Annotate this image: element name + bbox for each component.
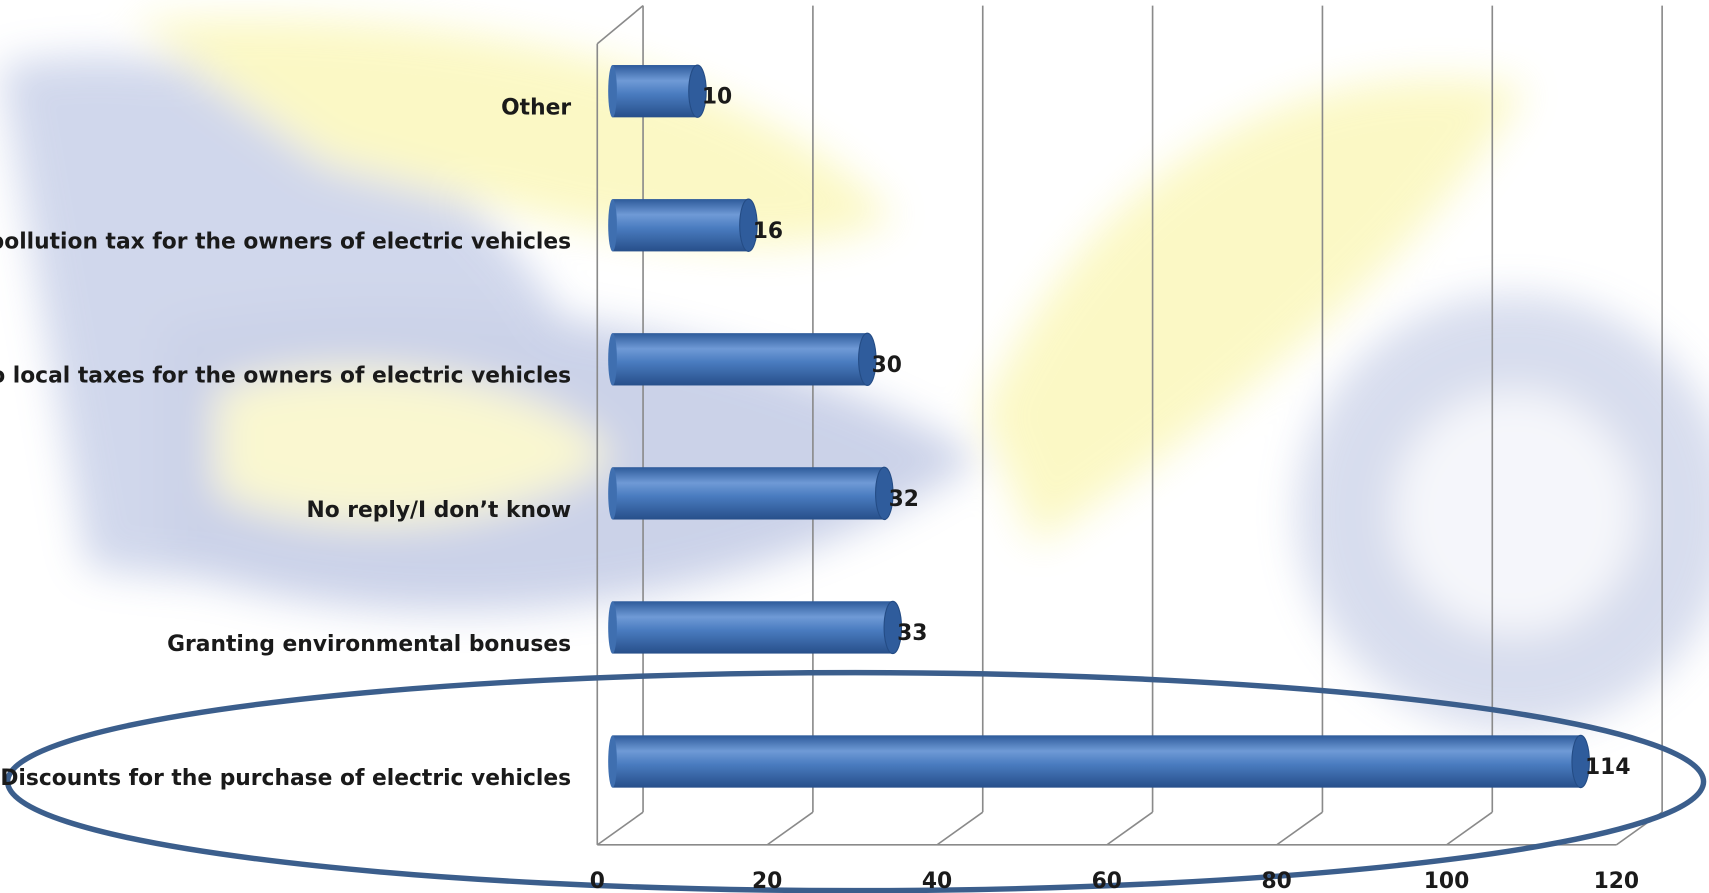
bar-start-cap [608,601,617,654]
bar-start-cap [608,467,617,520]
floor-line [1446,811,1493,846]
x-tick-label: 0 [590,869,605,893]
bar [612,333,868,386]
floor-line [766,811,814,846]
y-tick-label: No local taxes for the owners of electri… [0,364,571,389]
bar [612,735,1581,788]
bar-end-cap [883,600,903,655]
bar-end-cap [858,332,877,387]
value-label: 16 [753,219,783,244]
bar-start-cap [608,333,617,386]
y-tick-label: Discounts for the purchase of electric v… [0,766,571,791]
value-label: 114 [1585,755,1630,780]
highlight-ellipse [5,669,1707,893]
bar-start-cap [608,65,617,118]
bar [612,199,749,252]
value-label: 30 [872,353,902,378]
bar [612,65,698,118]
x-tick-label: 40 [922,869,952,893]
y-tick-label: Other [501,96,571,121]
y-tick-label: No pollution tax for the owners of elect… [0,230,571,255]
bar-end-cap [875,466,894,521]
bar-start-cap [608,735,617,788]
bar-end-cap [688,64,707,118]
floor-line [596,811,644,846]
value-label: 32 [889,487,919,512]
bar [612,467,885,520]
bar-end-cap [739,198,758,252]
floor-line [1276,811,1323,846]
x-tick-label: 60 [1092,869,1122,893]
bar [612,601,893,654]
background-illustration [0,17,1709,731]
value-label: 10 [702,85,732,110]
y-tick-label: No reply/I don’t know [307,498,572,523]
x-tick-label: 100 [1424,869,1469,893]
value-label: 33 [897,621,927,646]
bar-end-cap [1571,734,1590,789]
bar-start-cap [608,199,617,252]
x-tick-label: 120 [1594,869,1639,893]
x-tick-label: 20 [752,869,782,893]
x-tick-label: 80 [1262,869,1292,893]
floor-line [936,811,984,846]
y-tick-label: Granting environmental bonuses [167,632,571,657]
floor-line [1106,811,1154,846]
